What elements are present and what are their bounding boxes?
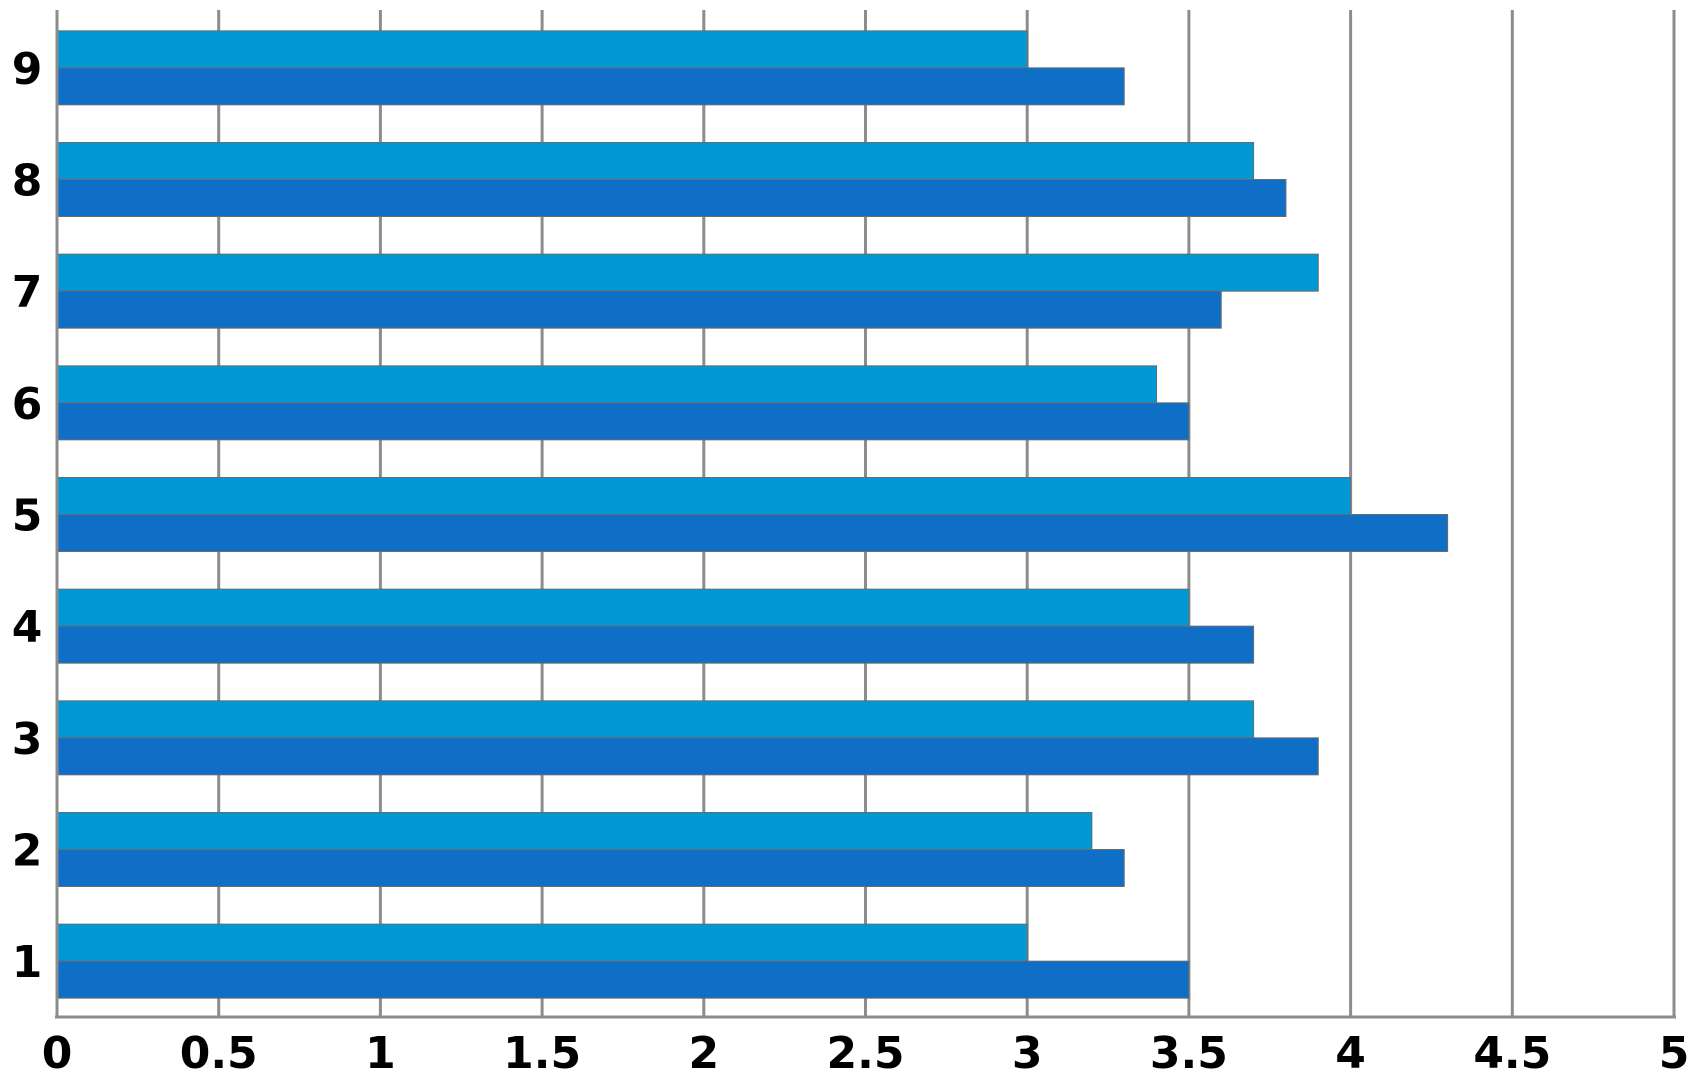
bar-cat-4-series-2 <box>56 625 1255 664</box>
bar-cat-8-series-2 <box>56 179 1287 217</box>
bar-cat-6-series-2 <box>56 402 1190 441</box>
x-tick-label: 1.5 <box>503 1028 581 1075</box>
y-tick-label: 4 <box>12 602 43 653</box>
x-tick-label: 3 <box>1012 1028 1043 1075</box>
y-tick-label: 7 <box>12 267 43 318</box>
x-tick-label: 4 <box>1335 1028 1366 1075</box>
y-tick-label: 8 <box>12 156 43 207</box>
x-tick-label: 4.5 <box>1473 1028 1551 1075</box>
bars <box>56 30 1449 999</box>
x-tick-label: 5 <box>1659 1028 1690 1075</box>
x-tick-label: 0 <box>42 1028 73 1075</box>
y-tick-label: 1 <box>12 937 43 988</box>
bar-cat-7-series-1 <box>56 253 1319 292</box>
y-tick-label: 5 <box>12 491 43 542</box>
x-tick-label: 2.5 <box>827 1028 905 1075</box>
x-tick-label: 0.5 <box>180 1028 258 1075</box>
bar-cat-8-series-1 <box>56 142 1255 180</box>
bar-cat-2-series-2 <box>56 849 1125 887</box>
axes <box>55 10 1676 1019</box>
x-tick-label: 3.5 <box>1150 1028 1228 1075</box>
y-tick-label: 9 <box>12 44 43 95</box>
bar-cat-3-series-1 <box>56 700 1255 739</box>
bar-cat-3-series-2 <box>56 737 1319 776</box>
bar-cat-4-series-1 <box>56 588 1190 627</box>
bar-cat-2-series-1 <box>56 812 1093 850</box>
bar-cat-9-series-2 <box>56 67 1125 106</box>
x-tick-labels: 0 0.5 1 1.5 2 2.5 3 3.5 4 4.5 5 <box>42 1028 1690 1079</box>
bar-cat-7-series-2 <box>56 290 1222 329</box>
y-tick-label: 3 <box>12 714 43 765</box>
bar-cat-6-series-1 <box>56 365 1158 404</box>
y-tick-labels: 1 2 3 4 5 6 7 8 9 <box>12 44 43 988</box>
x-tick-label: 2 <box>688 1028 719 1075</box>
x-tick-label: 1 <box>365 1028 396 1075</box>
y-tick-label: 6 <box>12 379 43 430</box>
y-tick-label: 2 <box>12 826 43 877</box>
bar-cat-1-series-1 <box>56 923 1028 962</box>
bar-cat-1-series-2 <box>56 960 1190 999</box>
bar-cat-5-series-1 <box>56 477 1352 515</box>
bar-cat-9-series-1 <box>56 30 1028 69</box>
bar-cat-5-series-2 <box>56 514 1449 552</box>
